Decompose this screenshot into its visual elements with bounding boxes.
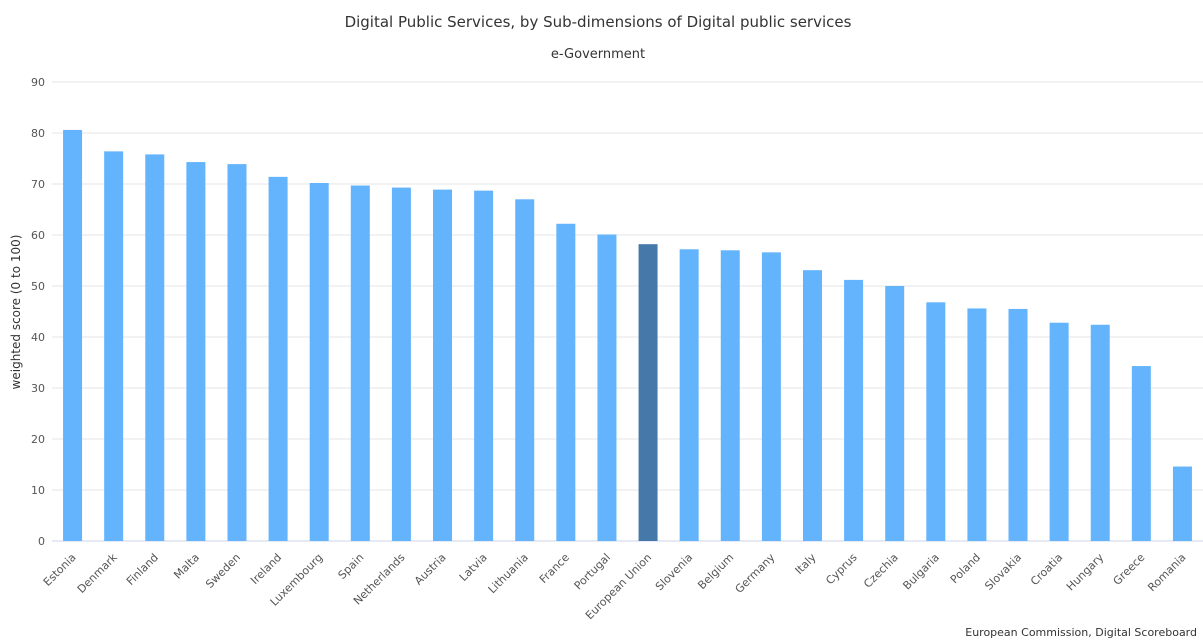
bar-austria[interactable] xyxy=(433,189,453,542)
bar-france[interactable] xyxy=(556,223,576,541)
grid-lines xyxy=(52,81,1203,542)
bar-czechia[interactable] xyxy=(885,286,905,541)
x-tick-label: Czechia xyxy=(861,551,901,591)
x-tick-label: Cyprus xyxy=(823,551,860,588)
y-tick-label: 40 xyxy=(31,331,45,344)
chart-subtitle: e-Government xyxy=(551,47,645,62)
bar-italy[interactable] xyxy=(802,270,822,541)
chart-title: Digital Public Services, by Sub-dimensio… xyxy=(345,13,852,31)
x-tick-label: Germany xyxy=(733,551,778,596)
x-tick-label: Denmark xyxy=(75,550,120,595)
y-tick-label: 70 xyxy=(31,178,45,191)
y-tick-label: 90 xyxy=(31,76,45,89)
bar-ireland[interactable] xyxy=(268,176,288,542)
bar-luxembourg[interactable] xyxy=(309,182,329,542)
chart-credits: European Commission, Digital Scoreboard xyxy=(965,626,1197,639)
x-tick-label: Hungary xyxy=(1064,551,1107,594)
x-tick-label: Latvia xyxy=(457,551,490,584)
bar-germany[interactable] xyxy=(761,252,781,541)
y-axis-ticks: 0 10 20 30 40 50 60 70 80 90 xyxy=(31,76,45,548)
x-tick-label: Sweden xyxy=(203,551,243,591)
x-tick-label: Greece xyxy=(1111,551,1148,588)
x-tick-label: Spain xyxy=(336,551,367,582)
y-tick-label: 0 xyxy=(38,535,45,548)
bars xyxy=(63,129,1192,542)
bar-portugal[interactable] xyxy=(597,234,617,542)
bar-sweden[interactable] xyxy=(227,164,247,542)
x-tick-label: Poland xyxy=(948,551,983,586)
y-axis-title: weighted score (0 to 100) xyxy=(9,235,23,390)
bar-estonia[interactable] xyxy=(63,129,83,541)
x-tick-label: Slovenia xyxy=(653,551,695,593)
x-tick-label: Bulgaria xyxy=(900,551,941,592)
x-tick-label: Portugal xyxy=(572,551,613,592)
x-tick-label: Italy xyxy=(793,551,819,577)
bar-hungary[interactable] xyxy=(1090,324,1110,541)
bar-slovenia[interactable] xyxy=(679,249,699,541)
bar-poland[interactable] xyxy=(967,308,987,541)
bar-slovakia[interactable] xyxy=(1008,308,1028,541)
bar-malta[interactable] xyxy=(186,162,206,541)
bar-netherlands[interactable] xyxy=(391,187,411,541)
x-tick-label: Croatia xyxy=(1028,551,1065,588)
bar-finland[interactable] xyxy=(145,154,165,542)
bar-cyprus[interactable] xyxy=(844,279,864,541)
y-tick-label: 30 xyxy=(31,382,45,395)
x-tick-label: Romania xyxy=(1145,551,1188,594)
x-tick-label: Malta xyxy=(171,551,202,582)
x-tick-label: Lithuania xyxy=(486,551,531,596)
y-tick-label: 80 xyxy=(31,127,45,140)
y-tick-label: 50 xyxy=(31,280,45,293)
x-tick-label: Belgium xyxy=(695,551,736,592)
x-tick-label: Slovakia xyxy=(982,551,1024,593)
bar-european-union[interactable] xyxy=(638,244,658,541)
y-tick-label: 10 xyxy=(31,484,45,497)
x-tick-label: Estonia xyxy=(41,551,79,589)
bar-croatia[interactable] xyxy=(1049,322,1069,541)
bar-belgium[interactable] xyxy=(720,250,740,542)
bar-denmark[interactable] xyxy=(104,151,124,542)
y-tick-label: 20 xyxy=(31,433,45,446)
y-tick-label: 60 xyxy=(31,229,45,242)
bar-latvia[interactable] xyxy=(474,190,494,541)
bar-romania[interactable] xyxy=(1172,466,1192,541)
x-tick-label: France xyxy=(537,551,572,586)
bar-lithuania[interactable] xyxy=(515,199,535,542)
bar-spain[interactable] xyxy=(350,185,370,541)
bar-greece[interactable] xyxy=(1131,366,1151,541)
x-tick-label: Ireland xyxy=(248,551,284,587)
x-tick-label: Finland xyxy=(124,551,161,588)
x-tick-label: Austria xyxy=(412,551,449,588)
bar-bulgaria[interactable] xyxy=(926,302,946,541)
